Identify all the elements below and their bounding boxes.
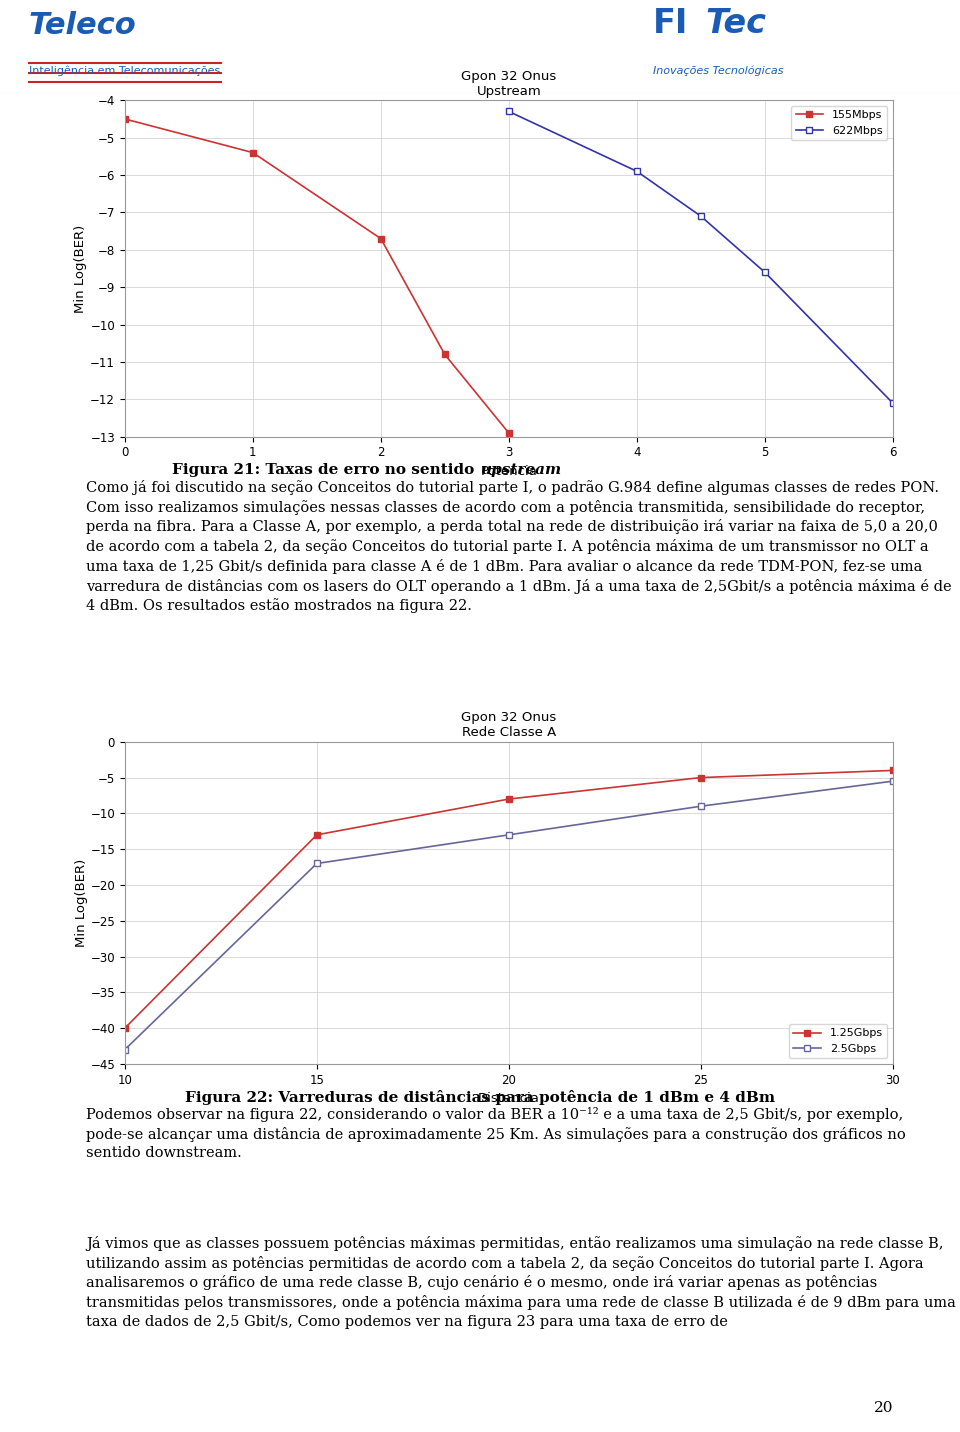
Text: Já vimos que as classes possuem potências máximas permitidas, então realizamos u: Já vimos que as classes possuem potência… — [86, 1236, 956, 1329]
Text: 20: 20 — [874, 1400, 893, 1415]
1.25Gbps — [503, 790, 515, 808]
Text: Tec: Tec — [706, 7, 766, 40]
622Mbps — [695, 208, 707, 225]
622Mbps — [503, 103, 515, 120]
Y-axis label: Min Log(BER): Min Log(BER) — [75, 859, 87, 947]
Text: Figura 21: Taxas de erro no sentido: Figura 21: Taxas de erro no sentido — [173, 463, 480, 477]
Legend: 1.25Gbps, 2.5Gbps: 1.25Gbps, 2.5Gbps — [788, 1024, 887, 1058]
Line: 1.25Gbps: 1.25Gbps — [121, 768, 897, 1031]
Line: 155Mbps: 155Mbps — [121, 116, 513, 437]
622Mbps — [887, 395, 899, 412]
155Mbps — [375, 231, 387, 248]
Legend: 155Mbps, 622Mbps: 155Mbps, 622Mbps — [791, 106, 887, 140]
2.5Gbps — [695, 798, 707, 815]
Title: Gpon 32 Onus
Upstream: Gpon 32 Onus Upstream — [461, 70, 557, 97]
Text: Figura 22: Varreduras de distâncias para potência de 1 dBm e 4 dBm: Figura 22: Varreduras de distâncias para… — [185, 1090, 775, 1104]
Text: Inteligência em Telecomunicações: Inteligência em Telecomunicações — [29, 66, 220, 76]
1.25Gbps — [887, 762, 899, 779]
155Mbps — [503, 424, 515, 441]
155Mbps — [119, 110, 131, 127]
Text: upstream: upstream — [480, 463, 562, 477]
Text: Teleco: Teleco — [29, 11, 136, 40]
X-axis label: Potencia: Potencia — [480, 465, 538, 478]
2.5Gbps — [503, 826, 515, 843]
Line: 2.5Gbps: 2.5Gbps — [121, 778, 897, 1053]
Text: FI: FI — [653, 7, 688, 40]
155Mbps — [439, 347, 450, 364]
155Mbps — [247, 145, 258, 162]
1.25Gbps — [311, 826, 323, 843]
622Mbps — [759, 263, 771, 281]
X-axis label: Distancia: Distancia — [478, 1093, 540, 1106]
Line: 622Mbps: 622Mbps — [505, 107, 897, 407]
2.5Gbps — [311, 855, 323, 872]
Title: Gpon 32 Onus
Rede Classe A: Gpon 32 Onus Rede Classe A — [461, 712, 557, 739]
Text: Podemos observar na figura 22, considerando o valor da BER a 10⁻¹² e a uma taxa : Podemos observar na figura 22, considera… — [86, 1107, 906, 1160]
2.5Gbps — [119, 1041, 131, 1058]
Text: Inovações Tecnológicas: Inovações Tecnológicas — [653, 66, 783, 76]
Y-axis label: Min Log(BER): Min Log(BER) — [75, 225, 87, 312]
1.25Gbps — [695, 769, 707, 786]
2.5Gbps — [887, 773, 899, 790]
1.25Gbps — [119, 1020, 131, 1037]
Text: Como já foi discutido na seção Conceitos do tutorial parte I, o padrão G.984 def: Como já foi discutido na seção Conceitos… — [86, 480, 952, 613]
622Mbps — [631, 163, 642, 180]
